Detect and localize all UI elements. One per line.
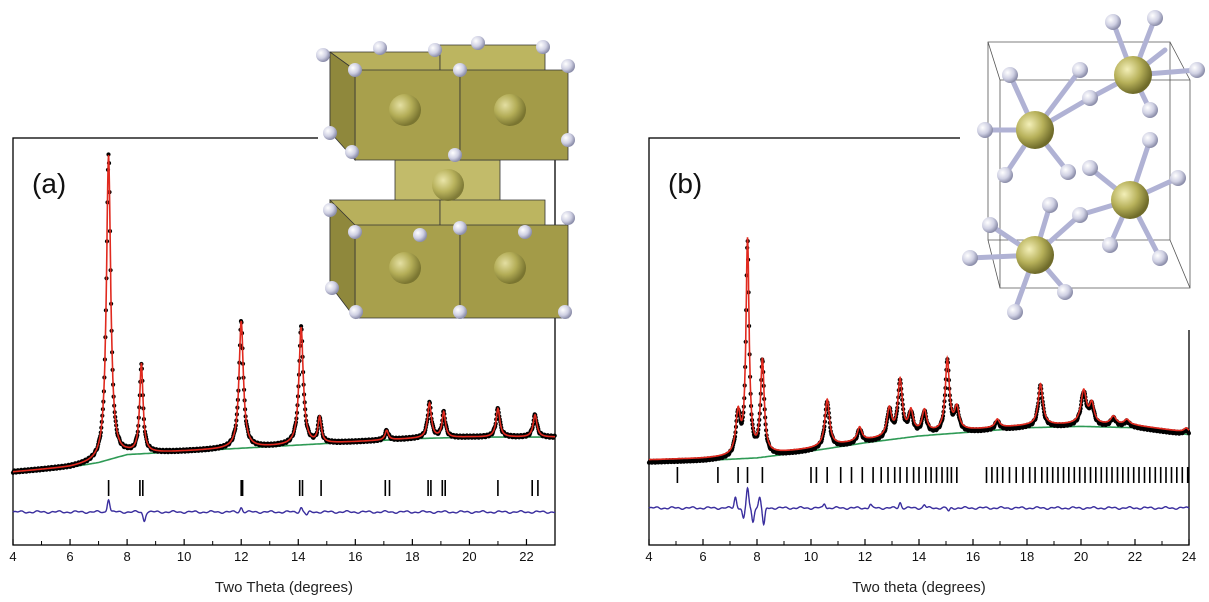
x-tick-label: 18 xyxy=(405,549,419,564)
x-tick-label: 4 xyxy=(9,549,16,564)
observed-point xyxy=(1186,431,1191,436)
plot-frame-a xyxy=(12,137,556,546)
x-tick-label: 16 xyxy=(348,549,362,564)
observed-point xyxy=(299,324,304,329)
calculated-line xyxy=(13,154,555,473)
crystal-structure-a xyxy=(316,36,575,320)
calculated-line xyxy=(649,237,1190,461)
x-tick-label: 8 xyxy=(123,549,130,564)
x-axis-title-b: Two theta (degrees) xyxy=(852,579,985,596)
panel-a: (a) 4 6 8 10 12 14 16 18 20 22 Two Theta (degrees… xyxy=(9,36,575,596)
difference-curve-a xyxy=(12,498,556,523)
x-tick-label: 10 xyxy=(804,549,818,564)
panel-label-b: (b) xyxy=(668,168,702,199)
x-axis-a: 4 6 8 10 12 14 16 18 20 22 xyxy=(9,539,534,564)
x-tick-label: 14 xyxy=(912,549,926,564)
x-tick-label: 20 xyxy=(462,549,476,564)
background-curve-b xyxy=(649,425,1190,463)
crystal-structure-b xyxy=(960,5,1205,330)
background-line xyxy=(649,425,1190,463)
reflection-ticks-a xyxy=(107,480,539,496)
calculated-curve-b xyxy=(649,237,1190,461)
x-tick-label: 22 xyxy=(519,549,533,564)
x-tick-label: 20 xyxy=(1074,549,1088,564)
x-tick-label: 14 xyxy=(291,549,305,564)
difference-line xyxy=(12,498,556,523)
x-tick-label: 16 xyxy=(966,549,980,564)
panel-b: (b) 4 6 8 10 12 14 16 18 20 22 24 Two theta (degre… xyxy=(645,5,1205,596)
x-axis-b: 4 6 8 10 12 14 16 18 20 22 24 xyxy=(645,539,1196,564)
observed-point xyxy=(106,152,111,157)
x-tick-label: 8 xyxy=(753,549,760,564)
x-tick-label: 22 xyxy=(1128,549,1142,564)
x-tick-label: 10 xyxy=(177,549,191,564)
difference-line xyxy=(648,486,1190,527)
x-axis-title-a: Two Theta (degrees) xyxy=(215,579,353,596)
x-tick-label: 4 xyxy=(645,549,652,564)
calculated-curve-a xyxy=(13,154,555,473)
reflection-ticks-b xyxy=(676,467,1189,483)
x-tick-label: 12 xyxy=(858,549,872,564)
x-tick-label: 24 xyxy=(1182,549,1196,564)
difference-curve-b xyxy=(648,486,1190,527)
x-tick-label: 6 xyxy=(66,549,73,564)
x-tick-label: 12 xyxy=(234,549,248,564)
panel-label-a: (a) xyxy=(32,168,66,199)
x-tick-label: 6 xyxy=(699,549,706,564)
x-tick-label: 18 xyxy=(1020,549,1034,564)
